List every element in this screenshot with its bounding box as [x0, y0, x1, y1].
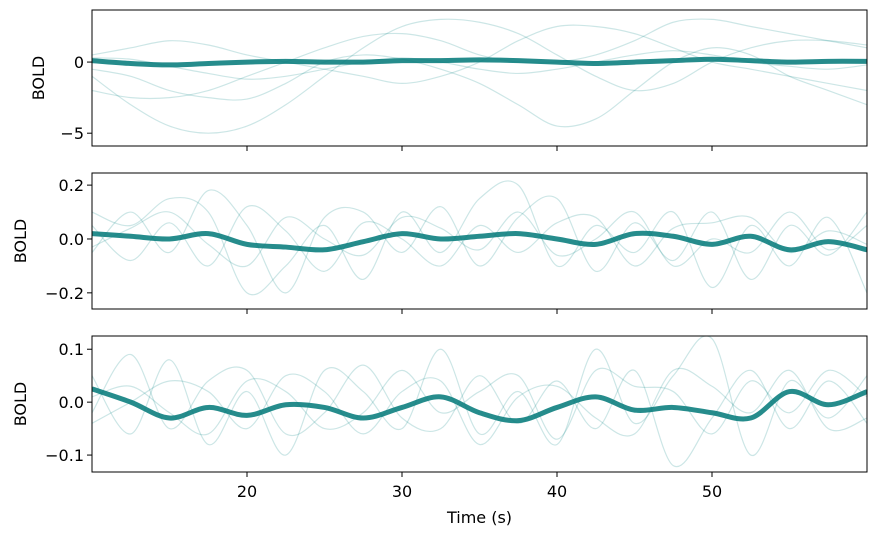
x-tick-label: 40 [547, 482, 567, 501]
series-line [92, 230, 867, 253]
axes-frame [91, 9, 868, 147]
series-line [92, 204, 867, 272]
series-line [92, 367, 867, 440]
y-tick-label: −5 [60, 124, 84, 143]
y-tick-label: 0.1 [59, 340, 84, 359]
axes-frame [91, 172, 868, 310]
series-line [92, 211, 867, 268]
y-tick-label: 0 [74, 53, 84, 72]
y-axis-label: BOLD [11, 219, 30, 264]
series-line [92, 18, 867, 134]
plot-area [92, 180, 867, 296]
y-axis-label: BOLD [29, 56, 48, 101]
x-tick-label: 30 [392, 482, 412, 501]
series-line [92, 386, 867, 424]
plot-area [92, 336, 867, 468]
y-tick-label: 0.2 [59, 176, 84, 195]
y-tick-label: −0.1 [45, 446, 84, 465]
y-axis-label: BOLD [11, 382, 30, 427]
plot-area [92, 18, 867, 134]
y-tick-label: −0.2 [45, 284, 84, 303]
x-tick-label: 20 [237, 482, 257, 501]
series-line [92, 56, 867, 68]
series-line [92, 18, 867, 100]
axes-frame [91, 335, 868, 473]
series-line [92, 189, 867, 294]
series-line [92, 180, 867, 296]
x-tick-label: 50 [702, 482, 722, 501]
series-line [92, 47, 867, 128]
series-line [92, 336, 867, 456]
series-line [92, 353, 867, 468]
y-tick-label: 0.0 [59, 393, 84, 412]
y-tick-label: 0.0 [59, 230, 84, 249]
x-axis-label: Time (s) [446, 508, 512, 527]
